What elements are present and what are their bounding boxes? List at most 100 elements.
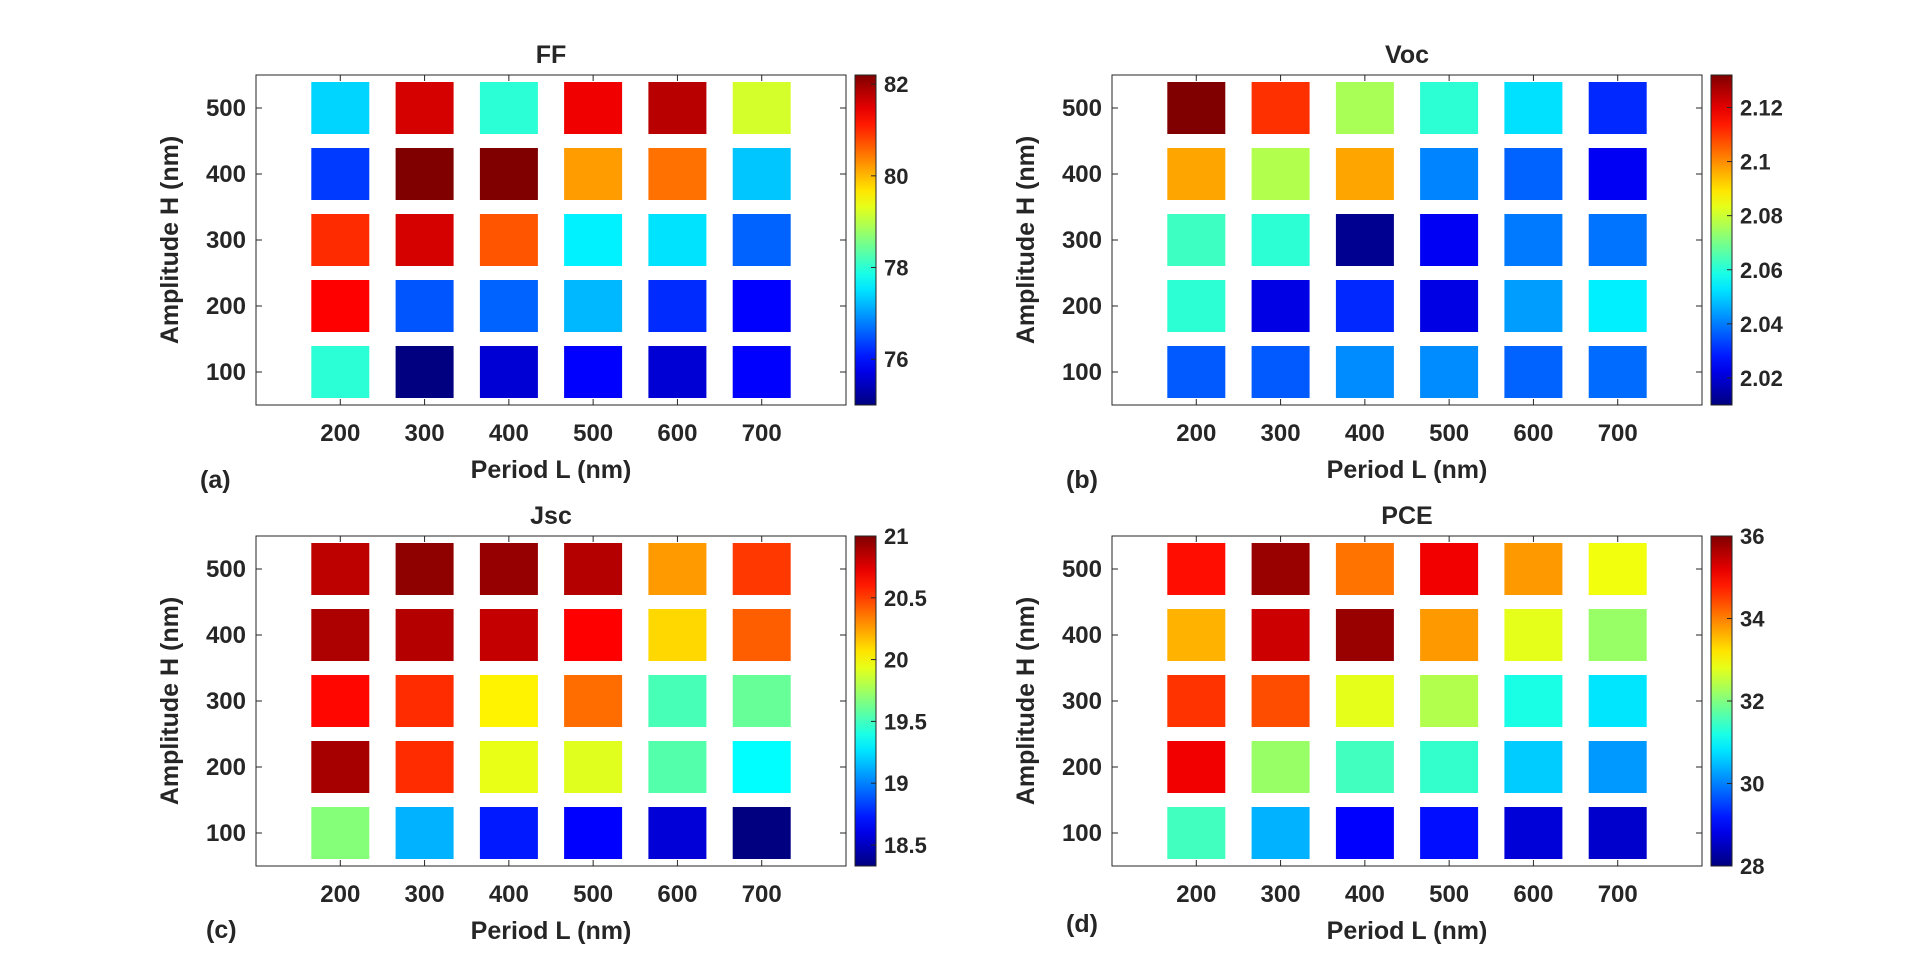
- x-tick-label: 300: [1261, 420, 1301, 447]
- heatmap-cell: [479, 609, 538, 661]
- heatmap-cell: [1251, 807, 1310, 859]
- heatmap-cell: [564, 280, 623, 332]
- heatmap-cell: [732, 807, 791, 859]
- x-tick-label: 700: [742, 881, 782, 908]
- chart-title: Voc: [1385, 41, 1429, 69]
- heatmap-cell: [1504, 214, 1563, 266]
- heatmap-cell: [1251, 675, 1310, 727]
- y-tick-label: 500: [206, 556, 246, 583]
- y-tick-label: 300: [1062, 688, 1102, 715]
- heatmap-cell: [1588, 741, 1647, 793]
- heatmap-cell: [1167, 148, 1226, 200]
- heatmap-cell: [1588, 609, 1647, 661]
- heatmap-cell: [1335, 807, 1394, 859]
- colorbar-tick-label: 21: [884, 524, 908, 549]
- heatmap-cell: [479, 280, 538, 332]
- x-axis-label: Period L (nm): [471, 917, 632, 945]
- x-tick-label: 500: [1429, 420, 1469, 447]
- chart-title: FF: [536, 41, 567, 69]
- heatmap-cell: [1504, 543, 1563, 595]
- panel-label: (a): [200, 466, 231, 494]
- heatmap-cell: [395, 741, 454, 793]
- y-tick-label: 500: [1062, 95, 1102, 122]
- heatmap-cell: [1588, 807, 1647, 859]
- heatmap-cell: [1588, 346, 1647, 398]
- x-tick-label: 500: [573, 420, 613, 447]
- heatmap-cell: [1335, 214, 1394, 266]
- heatmap-cell: [732, 346, 791, 398]
- heatmap-cell: [395, 280, 454, 332]
- y-axis-label: Amplitude H (nm): [1012, 597, 1040, 805]
- heatmap-cell: [1504, 675, 1563, 727]
- heatmap-cell: [479, 148, 538, 200]
- heatmap-cell: [648, 148, 707, 200]
- y-axis-label: Amplitude H (nm): [156, 597, 184, 805]
- x-tick-label: 400: [1345, 420, 1385, 447]
- heatmap-cell: [564, 346, 623, 398]
- colorbar-tick-label: 34: [1740, 607, 1765, 632]
- y-tick-label: 100: [1062, 820, 1102, 847]
- y-tick-label: 400: [206, 161, 246, 188]
- colorbar-tick-label: 80: [884, 164, 908, 189]
- panel-label: (c): [206, 916, 237, 944]
- colorbar-tick-label: 30: [1740, 772, 1764, 797]
- y-axis-label: Amplitude H (nm): [1012, 136, 1040, 344]
- heatmap-cell: [311, 807, 370, 859]
- x-tick-label: 300: [1261, 881, 1301, 908]
- heatmap-cell: [1420, 346, 1479, 398]
- heatmap-cell: [1167, 675, 1226, 727]
- heatmap-cell: [1251, 148, 1310, 200]
- colorbar: [854, 535, 877, 867]
- heatmap-cell: [395, 609, 454, 661]
- heatmap-cell: [311, 214, 370, 266]
- heatmap-cell: [648, 346, 707, 398]
- x-tick-label: 200: [1176, 420, 1216, 447]
- heatmap-cell: [311, 741, 370, 793]
- x-tick-label: 600: [657, 420, 697, 447]
- colorbar-tick-label: 36: [1740, 524, 1764, 549]
- heatmap-cell: [1588, 543, 1647, 595]
- colorbar-tick-label: 20: [884, 648, 908, 673]
- x-tick-label: 200: [320, 420, 360, 447]
- panel-label: (d): [1066, 910, 1098, 938]
- colorbar-tick-label: 2.06: [1740, 258, 1783, 283]
- heatmap-cell: [1335, 609, 1394, 661]
- heatmap-cell: [479, 543, 538, 595]
- heatmap-cell: [1335, 543, 1394, 595]
- heatmap-cell: [1420, 675, 1479, 727]
- x-tick-label: 600: [1513, 881, 1553, 908]
- colorbar-tick-label: 2.04: [1740, 312, 1784, 337]
- heatmap-cell: [1335, 346, 1394, 398]
- panel-jsc: 200 300 400 500 600 700 100 200 300 400 500 Jsc Peri…: [156, 502, 927, 945]
- x-axis-label: Period L (nm): [471, 456, 632, 484]
- heatmap-cell: [648, 741, 707, 793]
- heatmap-cell: [1504, 741, 1563, 793]
- heatmap-cell: [395, 543, 454, 595]
- panel-label: (b): [1066, 466, 1098, 494]
- colorbar-tick-label: 18.5: [884, 833, 927, 858]
- x-tick-label: 500: [1429, 881, 1469, 908]
- colorbar-tick-label: 28: [1740, 854, 1764, 879]
- x-axis-label: Period L (nm): [1327, 456, 1488, 484]
- heatmap-cell: [1588, 280, 1647, 332]
- heatmap-cell: [1335, 741, 1394, 793]
- heatmap-cell: [1588, 214, 1647, 266]
- heatmap-cell: [479, 741, 538, 793]
- x-tick-label: 300: [405, 881, 445, 908]
- heatmap-cell: [395, 807, 454, 859]
- heatmap-cell: [1420, 82, 1479, 134]
- heatmap-cell: [564, 807, 623, 859]
- heatmap-cell: [564, 609, 623, 661]
- heatmap-cell: [311, 346, 370, 398]
- heatmap-cell: [1588, 148, 1647, 200]
- heatmap-cell: [1167, 346, 1226, 398]
- y-tick-label: 300: [1062, 227, 1102, 254]
- colorbar-tick-label: 2.12: [1740, 95, 1783, 120]
- heatmap-cell: [1251, 543, 1310, 595]
- heatmap-cell: [1420, 148, 1479, 200]
- y-tick-label: 300: [206, 227, 246, 254]
- heatmap-cell: [732, 543, 791, 595]
- heatmap-cell: [1335, 82, 1394, 134]
- colorbar-tick-label: 19.5: [884, 709, 927, 734]
- x-tick-label: 700: [742, 420, 782, 447]
